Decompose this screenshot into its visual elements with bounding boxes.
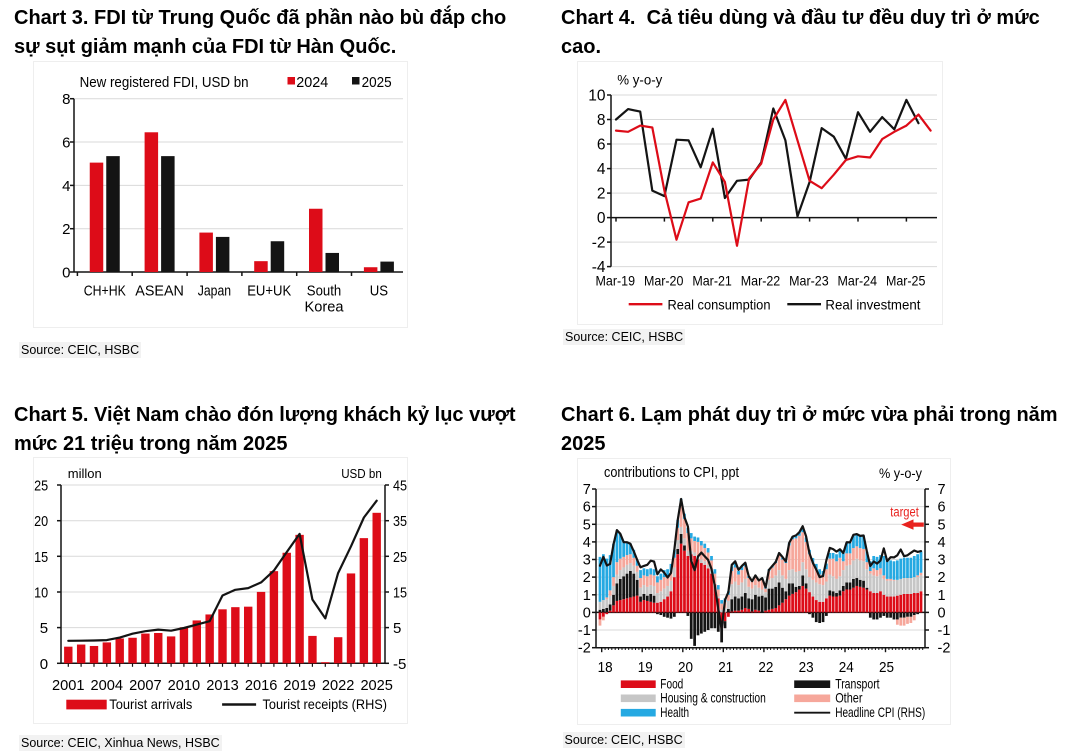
svg-text:21: 21 — [718, 659, 733, 676]
svg-text:2025: 2025 — [362, 74, 392, 91]
svg-text:8: 8 — [62, 91, 70, 108]
svg-text:Mar-25: Mar-25 — [886, 272, 926, 288]
svg-text:-2: -2 — [578, 641, 591, 657]
svg-text:5: 5 — [938, 517, 946, 533]
svg-text:45: 45 — [393, 478, 407, 495]
svg-text:2010: 2010 — [168, 677, 201, 694]
svg-text:2024: 2024 — [296, 74, 328, 91]
svg-text:CH+HK: CH+HK — [84, 283, 126, 300]
svg-text:2007: 2007 — [129, 677, 162, 694]
svg-text:8: 8 — [597, 112, 606, 129]
svg-text:1: 1 — [583, 588, 591, 604]
svg-text:23: 23 — [799, 659, 814, 676]
svg-text:20: 20 — [678, 659, 693, 676]
svg-text:10: 10 — [588, 88, 606, 105]
svg-text:10: 10 — [34, 585, 48, 602]
svg-text:0: 0 — [938, 605, 946, 621]
svg-text:2004: 2004 — [91, 677, 124, 694]
svg-text:Real consumption: Real consumption — [668, 297, 771, 313]
svg-text:-5: -5 — [393, 656, 406, 673]
svg-text:25: 25 — [34, 478, 48, 495]
svg-text:Tourist receipts (RHS): Tourist receipts (RHS) — [263, 696, 388, 712]
svg-text:6: 6 — [597, 137, 606, 154]
svg-text:0: 0 — [62, 265, 70, 282]
svg-text:Mar-21: Mar-21 — [692, 272, 732, 288]
svg-text:7: 7 — [938, 482, 946, 498]
svg-text:2019: 2019 — [283, 677, 316, 694]
svg-text:2022: 2022 — [322, 677, 355, 694]
svg-text:6: 6 — [938, 500, 946, 516]
svg-text:35: 35 — [393, 513, 407, 530]
svg-text:% y-o-y: % y-o-y — [617, 72, 662, 88]
svg-text:19: 19 — [638, 659, 653, 676]
svg-text:5: 5 — [583, 517, 591, 533]
svg-text:2013: 2013 — [206, 677, 239, 694]
svg-text:5: 5 — [40, 620, 48, 637]
svg-text:Japan: Japan — [198, 283, 231, 300]
svg-text:4: 4 — [597, 161, 606, 178]
svg-text:-1: -1 — [938, 623, 951, 639]
svg-text:6: 6 — [62, 135, 70, 152]
svg-text:Food: Food — [660, 675, 683, 691]
svg-text:5: 5 — [393, 620, 401, 637]
svg-text:25: 25 — [879, 659, 894, 676]
svg-text:3: 3 — [583, 553, 591, 569]
svg-text:Health: Health — [660, 704, 689, 720]
svg-text:Mar-24: Mar-24 — [838, 272, 878, 288]
svg-text:0: 0 — [40, 656, 48, 673]
svg-text:25: 25 — [393, 549, 407, 566]
svg-text:22: 22 — [758, 659, 773, 676]
svg-text:Other: Other — [835, 690, 863, 706]
svg-text:Transport: Transport — [835, 675, 879, 691]
svg-text:2025: 2025 — [360, 677, 393, 694]
svg-text:15: 15 — [34, 549, 48, 566]
svg-text:Mar-22: Mar-22 — [741, 272, 781, 288]
svg-text:4: 4 — [583, 535, 591, 551]
svg-text:Mar-19: Mar-19 — [596, 272, 636, 288]
svg-text:15: 15 — [393, 585, 407, 602]
svg-text:20: 20 — [34, 513, 48, 530]
svg-text:4: 4 — [938, 535, 946, 551]
svg-text:-1: -1 — [578, 623, 591, 639]
svg-text:millon: millon — [68, 466, 102, 481]
svg-text:0: 0 — [583, 605, 591, 621]
svg-text:7: 7 — [583, 482, 591, 498]
svg-text:2: 2 — [62, 221, 70, 238]
svg-text:-4: -4 — [592, 259, 606, 276]
svg-text:Real investment: Real investment — [825, 297, 920, 313]
svg-text:24: 24 — [839, 659, 854, 676]
svg-text:2016: 2016 — [245, 677, 278, 694]
svg-text:0: 0 — [597, 210, 606, 227]
svg-text:Korea: Korea — [305, 298, 345, 315]
svg-text:US: US — [370, 283, 388, 300]
svg-text:Mar-20: Mar-20 — [644, 272, 684, 288]
svg-text:2: 2 — [597, 186, 606, 203]
svg-text:-2: -2 — [592, 235, 606, 252]
svg-text:4: 4 — [62, 178, 70, 195]
svg-text:New registered FDI, USD bn: New registered FDI, USD bn — [80, 74, 249, 91]
svg-text:2: 2 — [938, 570, 946, 586]
svg-text:contributions to CPI, ppt: contributions to CPI, ppt — [604, 464, 740, 481]
svg-text:2001: 2001 — [52, 677, 85, 694]
svg-text:target: target — [890, 505, 919, 520]
svg-text:1: 1 — [938, 588, 946, 604]
svg-text:18: 18 — [598, 659, 613, 676]
svg-text:EU+UK: EU+UK — [247, 283, 291, 300]
svg-text:USD bn: USD bn — [341, 466, 382, 481]
svg-text:Tourist arrivals: Tourist arrivals — [109, 696, 192, 712]
svg-text:Housing & construction: Housing & construction — [660, 690, 766, 706]
svg-text:ASEAN: ASEAN — [135, 283, 184, 300]
svg-text:Headline CPI (RHS): Headline CPI (RHS) — [835, 704, 925, 720]
svg-text:South: South — [307, 283, 341, 300]
svg-text:% y-o-y: % y-o-y — [879, 465, 922, 481]
svg-text:6: 6 — [583, 500, 591, 516]
svg-text:Mar-23: Mar-23 — [789, 272, 829, 288]
svg-text:2: 2 — [583, 570, 591, 586]
svg-text:3: 3 — [938, 553, 946, 569]
svg-text:-2: -2 — [938, 641, 951, 657]
